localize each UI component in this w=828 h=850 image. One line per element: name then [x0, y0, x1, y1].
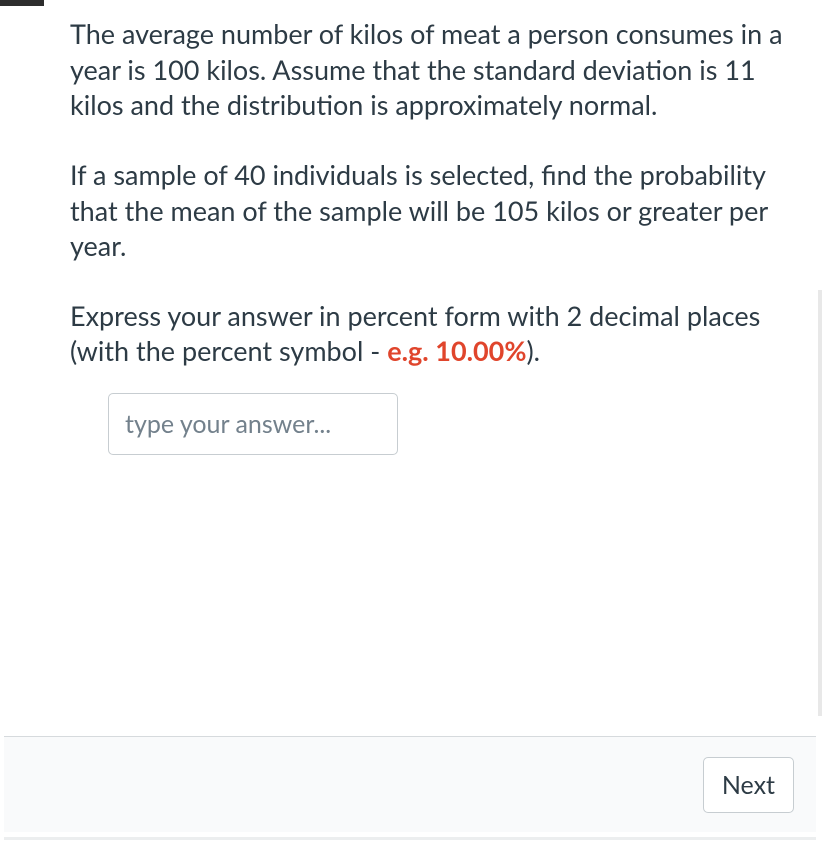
footer-bar: Next: [4, 736, 816, 832]
question-card: The average number of kilos of meat a pe…: [4, 0, 816, 455]
p3-tail: ).: [526, 334, 540, 367]
bottom-divider: [4, 837, 816, 840]
question-paragraph-3: Express your answer in percent form with…: [70, 298, 788, 369]
question-paragraph-2: If a sample of 40 individuals is selecte…: [70, 157, 788, 264]
next-button[interactable]: Next: [703, 757, 794, 813]
question-content: The average number of kilos of meat a pe…: [4, 0, 816, 455]
question-paragraph-1: The average number of kilos of meat a pe…: [70, 16, 788, 123]
answer-input[interactable]: [108, 393, 398, 455]
scrollbar-track[interactable]: [818, 290, 822, 716]
answer-container: [70, 369, 788, 455]
p3-example: e.g. 10.00%: [387, 334, 526, 367]
